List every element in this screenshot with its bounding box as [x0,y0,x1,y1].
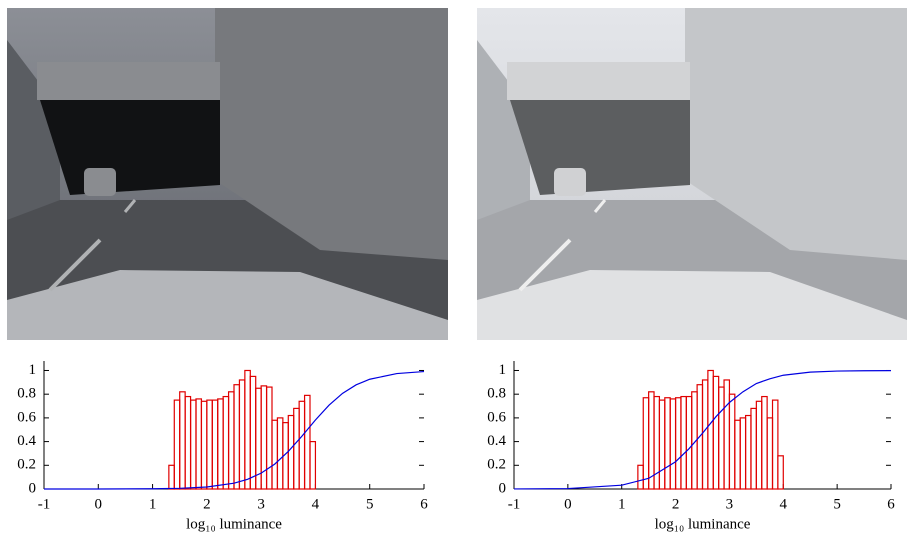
histogram-bar [201,401,206,489]
y-tick-label: 1 [29,362,37,378]
histogram-bar [762,397,767,489]
y-tick-label: 0 [499,480,507,496]
x-tick-label: -1 [508,496,521,512]
histogram-bar [649,392,654,489]
x-tick-label: 0 [564,496,572,512]
histogram-bar [681,397,686,489]
histogram-bar [294,408,299,489]
photo-tonemapped [477,8,907,340]
histogram-bar [229,392,234,489]
histogram-bar [724,380,729,489]
x-axis-label: log₁₀ luminance [186,516,282,532]
x-tick-label: 3 [726,496,734,512]
x-tick-label: 4 [780,496,788,512]
histogram-bar [234,385,239,489]
histogram-bar [670,399,675,489]
histogram-bar [310,442,315,489]
histogram-bar [169,465,174,489]
histogram-bar [223,397,228,489]
x-tick-label: 5 [366,496,374,512]
histogram-bar [267,387,272,489]
histogram-bar [756,401,761,489]
y-tick-label: 0.2 [487,457,506,473]
histogram-bar [746,416,751,489]
histogram-bar [277,418,282,489]
histogram-bar [196,399,201,489]
figure: 00.20.40.60.81-10123456log₁₀ luminance00… [0,0,907,536]
histogram-bar [686,397,691,489]
x-tick-label: 0 [95,496,103,512]
histogram-bar [191,400,196,489]
x-tick-label: 2 [203,496,211,512]
y-tick-label: 0.6 [487,409,506,425]
histogram-bar [773,400,778,489]
y-tick-label: 0 [29,480,37,496]
histogram-bar [305,395,310,489]
histogram-bar [665,398,670,489]
histogram-bar [767,418,772,489]
histogram-bar [250,376,255,489]
histogram-bar [185,397,190,489]
x-tick-label: 5 [833,496,841,512]
histogram-bar [180,392,185,489]
x-tick-label: -1 [38,496,51,512]
y-tick-label: 0.2 [17,457,36,473]
x-tick-label: 1 [618,496,626,512]
y-tick-label: 0.8 [487,386,506,402]
histogram-bar [676,398,681,489]
y-tick-label: 1 [499,362,507,378]
y-tick-label: 0.8 [17,386,36,402]
y-tick-label: 0.4 [17,433,36,449]
histogram-bar [299,401,304,489]
histogram-bar [638,465,643,489]
histogram-bar [174,400,179,489]
histogram-bar [245,370,250,489]
histogram-bar [751,408,756,489]
histogram-bar [261,386,266,489]
histogram-bar [729,394,734,489]
x-tick-label: 1 [149,496,157,512]
x-tick-label: 6 [887,496,895,512]
x-tick-label: 4 [312,496,320,512]
histogram-bar [659,400,664,489]
histogram-bar [218,399,223,489]
y-tick-label: 0.4 [487,433,506,449]
histogram-bar [778,456,783,489]
histogram-bar [713,376,718,489]
x-axis-label: log₁₀ luminance [655,516,751,532]
histogram-bar [708,370,713,489]
histogram-bar [719,387,724,489]
y-tick-label: 0.6 [17,409,36,425]
histogram-bar [643,398,648,489]
histogram-bar [288,416,293,489]
histogram-bar [735,420,740,489]
histogram-bar [239,380,244,489]
histogram-bar [703,380,708,489]
x-tick-label: 2 [672,496,680,512]
histogram-bar [740,418,745,489]
page: {"chart_data": [ {"type": "histogram", "… [0,0,907,541]
x-tick-label: 6 [420,496,428,512]
histogram-bar [212,400,217,489]
histogram-bar [207,400,212,489]
x-tick-label: 3 [257,496,265,512]
histogram-bar [272,420,277,489]
photo-original [7,8,448,340]
